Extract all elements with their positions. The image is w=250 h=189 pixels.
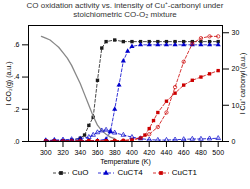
svg-text:.6: .6 — [14, 41, 20, 48]
html-text:CO oxidation activity vs. inte: CO oxidation activity vs. intensity of C… — [26, 1, 224, 20]
svg-text:0: 0 — [232, 138, 236, 145]
svg-text:480: 480 — [195, 150, 207, 157]
svg-text:20: 20 — [231, 65, 240, 73]
svg-text:440: 440 — [161, 150, 173, 157]
svg-text:10: 10 — [231, 101, 240, 109]
svg-text:460: 460 — [178, 150, 190, 157]
svg-text:.4: .4 — [14, 74, 20, 81]
svg-text:340: 340 — [74, 150, 86, 157]
html-text:CuO: CuO — [71, 168, 89, 178]
svg-text:420: 420 — [143, 150, 155, 157]
svg-text:380: 380 — [109, 150, 121, 157]
svg-text:I CO₂(g) (a.u.): I CO₂(g) (a.u.) — [5, 62, 13, 106]
svg-text:.2: .2 — [14, 106, 20, 113]
svg-text:500: 500 — [212, 150, 224, 157]
html-text:CuCT4: CuCT4 — [117, 168, 143, 178]
svg-text:.0: .0 — [14, 138, 20, 145]
svg-text:360: 360 — [92, 150, 104, 157]
svg-text:Temperature (K): Temperature (K) — [100, 158, 151, 166]
svg-text:I Cu⁺ carbonyl (a.u.): I Cu⁺ carbonyl (a.u.) — [239, 53, 247, 115]
svg-text:400: 400 — [126, 150, 138, 157]
html-text:CuCT1: CuCT1 — [171, 168, 198, 178]
svg-text:300: 300 — [40, 150, 52, 157]
svg-text:30: 30 — [232, 29, 240, 36]
svg-text:320: 320 — [57, 150, 69, 157]
